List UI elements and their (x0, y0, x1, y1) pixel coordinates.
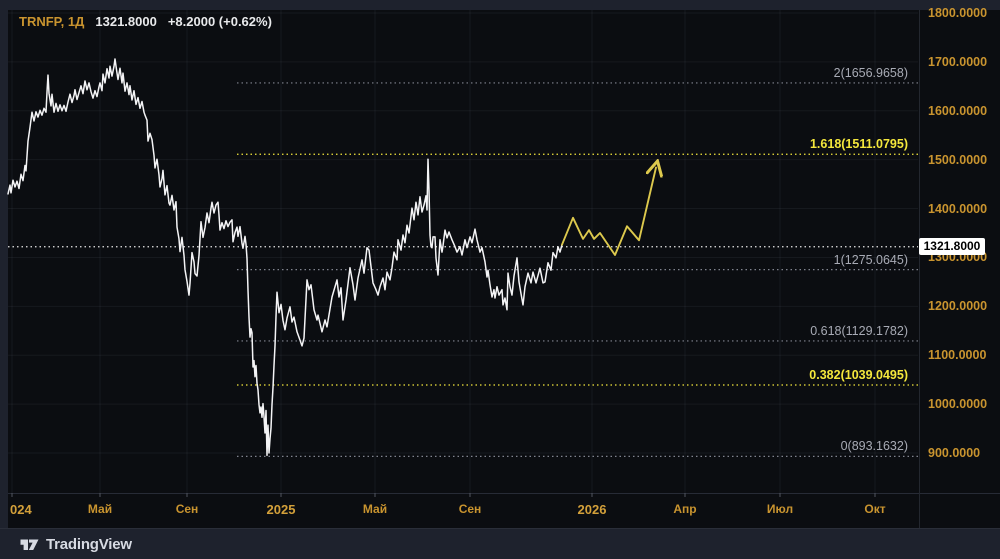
forecast-line (561, 168, 656, 256)
fib-level-label: 1.618(1511.0795) (809, 137, 908, 152)
y-axis-label: 1600.0000 (928, 103, 988, 118)
logo-text: TradingView (46, 535, 132, 553)
x-axis-label: Сен (175, 502, 199, 516)
x-axis-label: 2026 (577, 502, 607, 517)
price-series (7, 58, 656, 457)
x-axis-label: Май (362, 502, 388, 516)
time-axis-ticks (11, 493, 876, 497)
x-axis-label: Май (87, 502, 113, 516)
symbol-legend: TRNFP, 1Д 1321.8000 +8.2000 (+0.62%) (19, 14, 272, 29)
grid (8, 10, 918, 493)
current-price-badge: 1321.8000 (919, 238, 985, 256)
fib-level-label: 0(893.1632) (840, 439, 908, 454)
symbol-title[interactable]: TRNFP, 1Д (19, 14, 85, 29)
x-axis-label: Сен (458, 502, 482, 516)
bottom-bar: TradingView (0, 528, 1000, 559)
fib-level-lines (8, 82, 918, 457)
tradingview-logo[interactable]: TradingView (20, 536, 132, 553)
y-axis-label: 1200.0000 (928, 299, 988, 314)
y-axis-label: 1700.0000 (928, 54, 988, 69)
fib-level-label: 1(1275.0645) (833, 252, 908, 267)
y-axis-label: 1400.0000 (928, 201, 988, 216)
y-axis-label: 1100.0000 (928, 348, 987, 363)
price-axis-separator (919, 10, 920, 528)
fib-level-label: 0.382(1039.0495) (809, 368, 908, 383)
y-axis-label: 1800.0000 (928, 6, 988, 20)
legend-change: +8.2000 (+0.62%) (167, 14, 272, 29)
price-line (7, 58, 563, 457)
chart-pane[interactable] (8, 10, 1000, 493)
x-axis-label: 024 (10, 502, 32, 517)
tradingview-logo-icon (20, 539, 39, 550)
fib-level-label: 2(1656.9658) (833, 65, 908, 80)
x-axis-label: Окт (864, 502, 886, 516)
time-axis[interactable] (8, 493, 1000, 528)
legend-last-price: 1321.8000 (95, 14, 157, 29)
y-axis-label: 900.0000 (928, 446, 981, 460)
fib-level-label: 0.618(1129.1782) (810, 323, 908, 338)
x-axis-label: 2025 (266, 502, 296, 517)
y-axis-label: 1500.0000 (928, 152, 988, 167)
x-axis-label: Июл (766, 502, 794, 516)
y-axis-label: 1000.0000 (928, 397, 988, 412)
x-axis-label: Апр (673, 502, 697, 516)
